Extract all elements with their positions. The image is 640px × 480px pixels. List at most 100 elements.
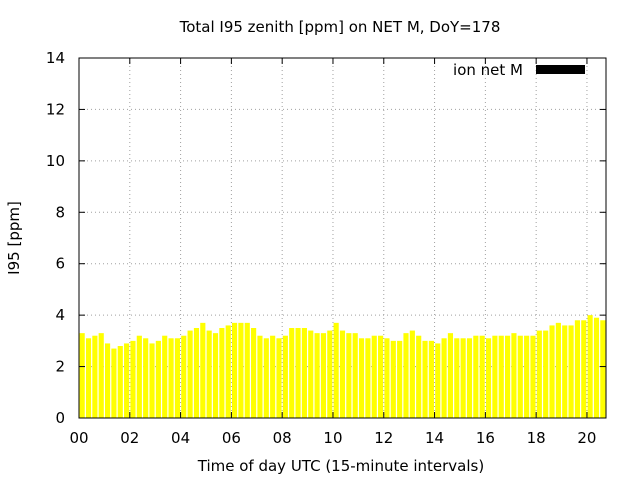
bar <box>174 338 180 418</box>
legend-swatch <box>536 65 585 74</box>
bar <box>587 315 593 418</box>
bar <box>320 333 327 418</box>
axis-ticks <box>78 57 606 419</box>
bar <box>339 330 346 418</box>
bar <box>530 335 536 418</box>
bar <box>270 335 276 418</box>
bar <box>454 338 460 418</box>
y-tick-label: 8 <box>55 203 65 221</box>
bar <box>346 333 352 418</box>
bar <box>409 330 415 418</box>
bar <box>168 338 174 418</box>
chart-title: Total I95 zenith [ppm] on NET M, DoY=178 <box>179 18 501 36</box>
bar <box>111 348 117 418</box>
bar <box>390 340 396 418</box>
bar <box>263 338 269 418</box>
bar <box>257 335 263 418</box>
bar <box>117 346 123 418</box>
bar <box>549 325 555 418</box>
bar <box>574 320 581 418</box>
bar <box>130 340 136 418</box>
bar <box>511 333 517 418</box>
x-tick-label: 10 <box>323 429 342 447</box>
bar <box>397 340 403 418</box>
bar <box>568 325 574 418</box>
bar <box>244 322 250 418</box>
bar <box>276 338 282 418</box>
bar <box>428 340 434 418</box>
x-tick-label: 04 <box>171 429 190 447</box>
bar <box>314 333 320 418</box>
bar <box>200 322 206 418</box>
bar <box>149 343 155 418</box>
y-tick-label: 10 <box>46 152 65 170</box>
x-tick-label: 12 <box>374 429 393 447</box>
bar <box>371 335 377 418</box>
bar <box>181 335 187 418</box>
bar <box>124 343 130 418</box>
bar <box>358 338 365 418</box>
bar <box>441 338 447 418</box>
bar <box>505 335 511 418</box>
bar <box>231 322 238 418</box>
bar <box>206 330 212 418</box>
bar <box>447 333 454 418</box>
x-tick-label: 14 <box>425 429 444 447</box>
bar <box>485 338 492 418</box>
bar <box>104 343 111 418</box>
y-tick-label: 12 <box>46 100 65 118</box>
bar <box>352 333 358 418</box>
x-tick-label: 18 <box>527 429 546 447</box>
bar <box>460 338 466 418</box>
bar <box>593 317 600 418</box>
bar <box>238 322 244 418</box>
bar <box>524 335 530 418</box>
y-tick-label: 14 <box>46 49 65 67</box>
bar <box>517 335 523 418</box>
bar <box>416 335 422 418</box>
bar <box>333 322 339 418</box>
bar <box>219 328 225 418</box>
bar <box>365 338 371 418</box>
bar <box>435 343 441 418</box>
bar <box>162 335 168 418</box>
bar <box>212 333 219 418</box>
bar <box>327 330 333 418</box>
bar <box>136 335 142 418</box>
bar <box>251 328 257 418</box>
bar <box>384 338 390 418</box>
bar <box>536 330 542 418</box>
bar <box>187 330 193 418</box>
bar <box>498 335 504 418</box>
bar-series <box>79 315 606 418</box>
bar <box>295 328 301 418</box>
bar <box>79 333 85 418</box>
bar <box>282 335 288 418</box>
legend-label: ion net M <box>453 61 523 79</box>
bar <box>492 335 498 418</box>
plot-frame <box>78 57 607 419</box>
bar <box>422 340 428 418</box>
bar <box>581 320 587 418</box>
y-axis-label: I95 [ppm] <box>5 201 23 275</box>
x-tick-label: 02 <box>120 429 139 447</box>
y-tick-label: 4 <box>55 306 65 324</box>
bar <box>92 335 98 418</box>
legend: ion net M <box>453 61 585 79</box>
bar <box>479 335 485 418</box>
bar <box>600 320 606 418</box>
bar <box>466 338 473 418</box>
bar <box>308 330 314 418</box>
x-tick-label: 06 <box>222 429 241 447</box>
bar <box>85 338 92 418</box>
bar <box>301 328 307 418</box>
bar <box>562 325 568 418</box>
bar <box>378 335 384 418</box>
bar <box>543 330 549 418</box>
bar <box>289 328 295 418</box>
x-axis-label: Time of day UTC (15-minute intervals) <box>197 457 484 475</box>
bar <box>143 338 149 418</box>
x-tick-label: 00 <box>69 429 88 447</box>
